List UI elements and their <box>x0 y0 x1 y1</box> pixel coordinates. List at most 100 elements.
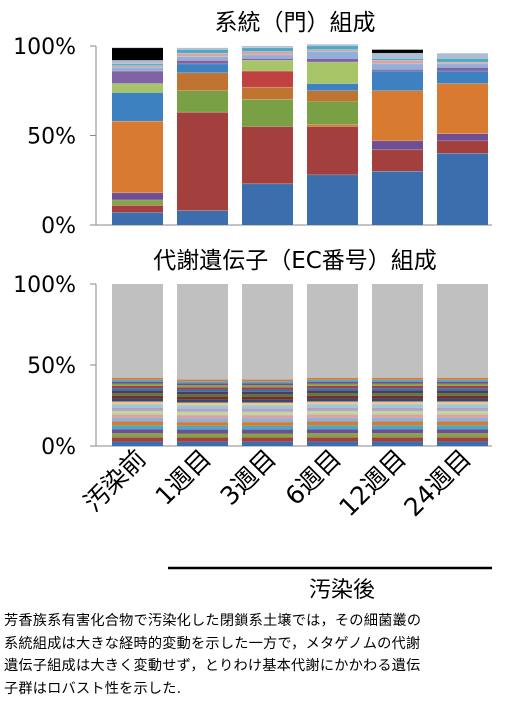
phylum-bar-segment <box>177 47 228 50</box>
ec-bar-segment <box>307 401 358 405</box>
phylum-title: 系統（門）組成 <box>215 10 376 36</box>
ec-bar-segment <box>242 383 293 386</box>
phylum-bar-segment <box>372 60 423 64</box>
ec-bar-segment <box>307 441 358 446</box>
ec-bar-segment <box>242 396 293 400</box>
ec-bar-remainder <box>177 284 228 380</box>
phylum-bar-segment <box>112 65 163 68</box>
phylum-bar-segment <box>372 171 423 225</box>
ec-bar-segment <box>307 383 358 386</box>
ec-y-tick-label: 50% <box>27 354 76 379</box>
ec-bar-segment <box>177 391 228 395</box>
ec-bar-segment <box>177 389 228 392</box>
ec-bar-segment <box>437 377 488 380</box>
x-tick-label: 24週目 <box>398 444 476 522</box>
ec-bar-segment <box>177 422 228 426</box>
x-tick-label: 12週目 <box>333 444 411 522</box>
phylum-bar-segment <box>177 72 228 91</box>
ec-bar-segment <box>307 379 358 382</box>
ec-bar-segment <box>177 385 228 388</box>
ec-bar-segment <box>112 433 163 438</box>
ec-bar-segment <box>177 408 228 412</box>
ec-bar-segment <box>112 395 163 399</box>
phylum-bar-segment <box>372 63 423 70</box>
phylum-bar-segment <box>372 53 423 59</box>
phylum-bar-segment <box>307 44 358 46</box>
ec-bar-segment <box>437 437 488 442</box>
ec-bar-segment <box>437 390 488 394</box>
ec-bar-segment <box>437 433 488 438</box>
phylum-bar-segment <box>177 63 228 73</box>
ec-bar-segment <box>372 388 423 391</box>
ec-bar-segment <box>307 381 358 384</box>
ec-bar-segment <box>372 390 423 394</box>
ec-bar-segment <box>242 399 293 403</box>
ec-bar-segment <box>177 437 228 442</box>
caption-line: 遺伝子組成は大きく変動せず，とりわけ基本代謝にかかわる遺伝 <box>4 658 421 674</box>
ec-bar-segment <box>372 441 423 446</box>
ec-bar-segment <box>177 411 228 416</box>
phylum-bar-segment <box>307 49 358 52</box>
phylum-bar-segment <box>112 83 163 93</box>
ec-bar-segment <box>177 387 228 390</box>
phylum-bar-segment <box>242 126 293 184</box>
ec-bar-remainder <box>242 284 293 380</box>
ec-bar-segment <box>437 383 488 386</box>
x-tick-label: 3週目 <box>215 444 282 511</box>
ec-bar-segment <box>242 385 293 388</box>
ec-bar-segment <box>307 437 358 442</box>
phylum-bar-segment <box>307 46 358 50</box>
ec-bar-segment <box>372 410 423 415</box>
ec-bar-segment <box>112 410 163 415</box>
ec-bar-segment <box>112 388 163 391</box>
ec-bar-segment <box>437 393 488 396</box>
ec-chart: 代謝遺伝子（EC番号）組成 0% 50% 100% <box>13 248 492 460</box>
ec-bar-segment <box>372 401 423 405</box>
ec-bar-segment <box>242 437 293 442</box>
phylum-bar-segment <box>372 69 423 72</box>
ec-bar-segment <box>437 388 488 391</box>
ec-bar-segment <box>177 399 228 403</box>
ec-bar-segment <box>437 404 488 408</box>
phylum-bar-segment <box>372 71 423 91</box>
ec-bar-segment <box>112 383 163 386</box>
ec-bar-remainder <box>307 284 358 378</box>
ec-bar-segment <box>177 425 228 430</box>
ec-bar-segment <box>307 414 358 418</box>
phylum-bar-segment <box>437 133 488 141</box>
ec-bar-segment <box>242 429 293 434</box>
phylum-bar-segment <box>242 183 293 225</box>
phylum-bar-segment <box>307 90 358 102</box>
ec-bar-segment <box>437 414 488 418</box>
phylum-bar-segment <box>112 212 163 225</box>
phylum-bar-segment <box>242 46 293 48</box>
phylum-chart: 系統（門）組成 0% 50% 100% <box>13 10 492 239</box>
ec-bar-segment <box>307 417 358 422</box>
ec-bar-segment <box>307 429 358 434</box>
ec-bar-segment <box>307 421 358 426</box>
ec-bar-segment <box>177 441 228 446</box>
phylum-bar-segment <box>242 58 293 61</box>
phylum-bar-segment <box>242 47 293 52</box>
ec-bar-segment <box>437 429 488 434</box>
ec-bar-segment <box>112 407 163 411</box>
phylum-bar-segment <box>437 63 488 68</box>
ec-bar-segment <box>242 411 293 416</box>
phylum-bar-segment <box>112 205 163 213</box>
ec-bar-segment <box>372 421 423 426</box>
ec-bar-segment <box>242 402 293 406</box>
phylum-bar-segment <box>372 90 423 141</box>
ec-bar-segment <box>372 404 423 408</box>
ec-bar-segment <box>372 385 423 389</box>
ec-bar-segment <box>177 396 228 400</box>
ec-bar-segment <box>112 398 163 402</box>
ec-bar-segment <box>372 393 423 396</box>
ec-bar-segment <box>112 425 163 430</box>
caption-line: 芳香族系有害化合物で汚染化した閉鎖系土壌では，その細菌叢の <box>4 613 422 629</box>
ec-bar-segment <box>372 414 423 418</box>
phylum-bar-segment <box>177 56 228 61</box>
phylum-y-tick-label: 100% <box>13 35 76 60</box>
ec-bar-segment <box>242 408 293 412</box>
ec-bar-segment <box>307 433 358 438</box>
